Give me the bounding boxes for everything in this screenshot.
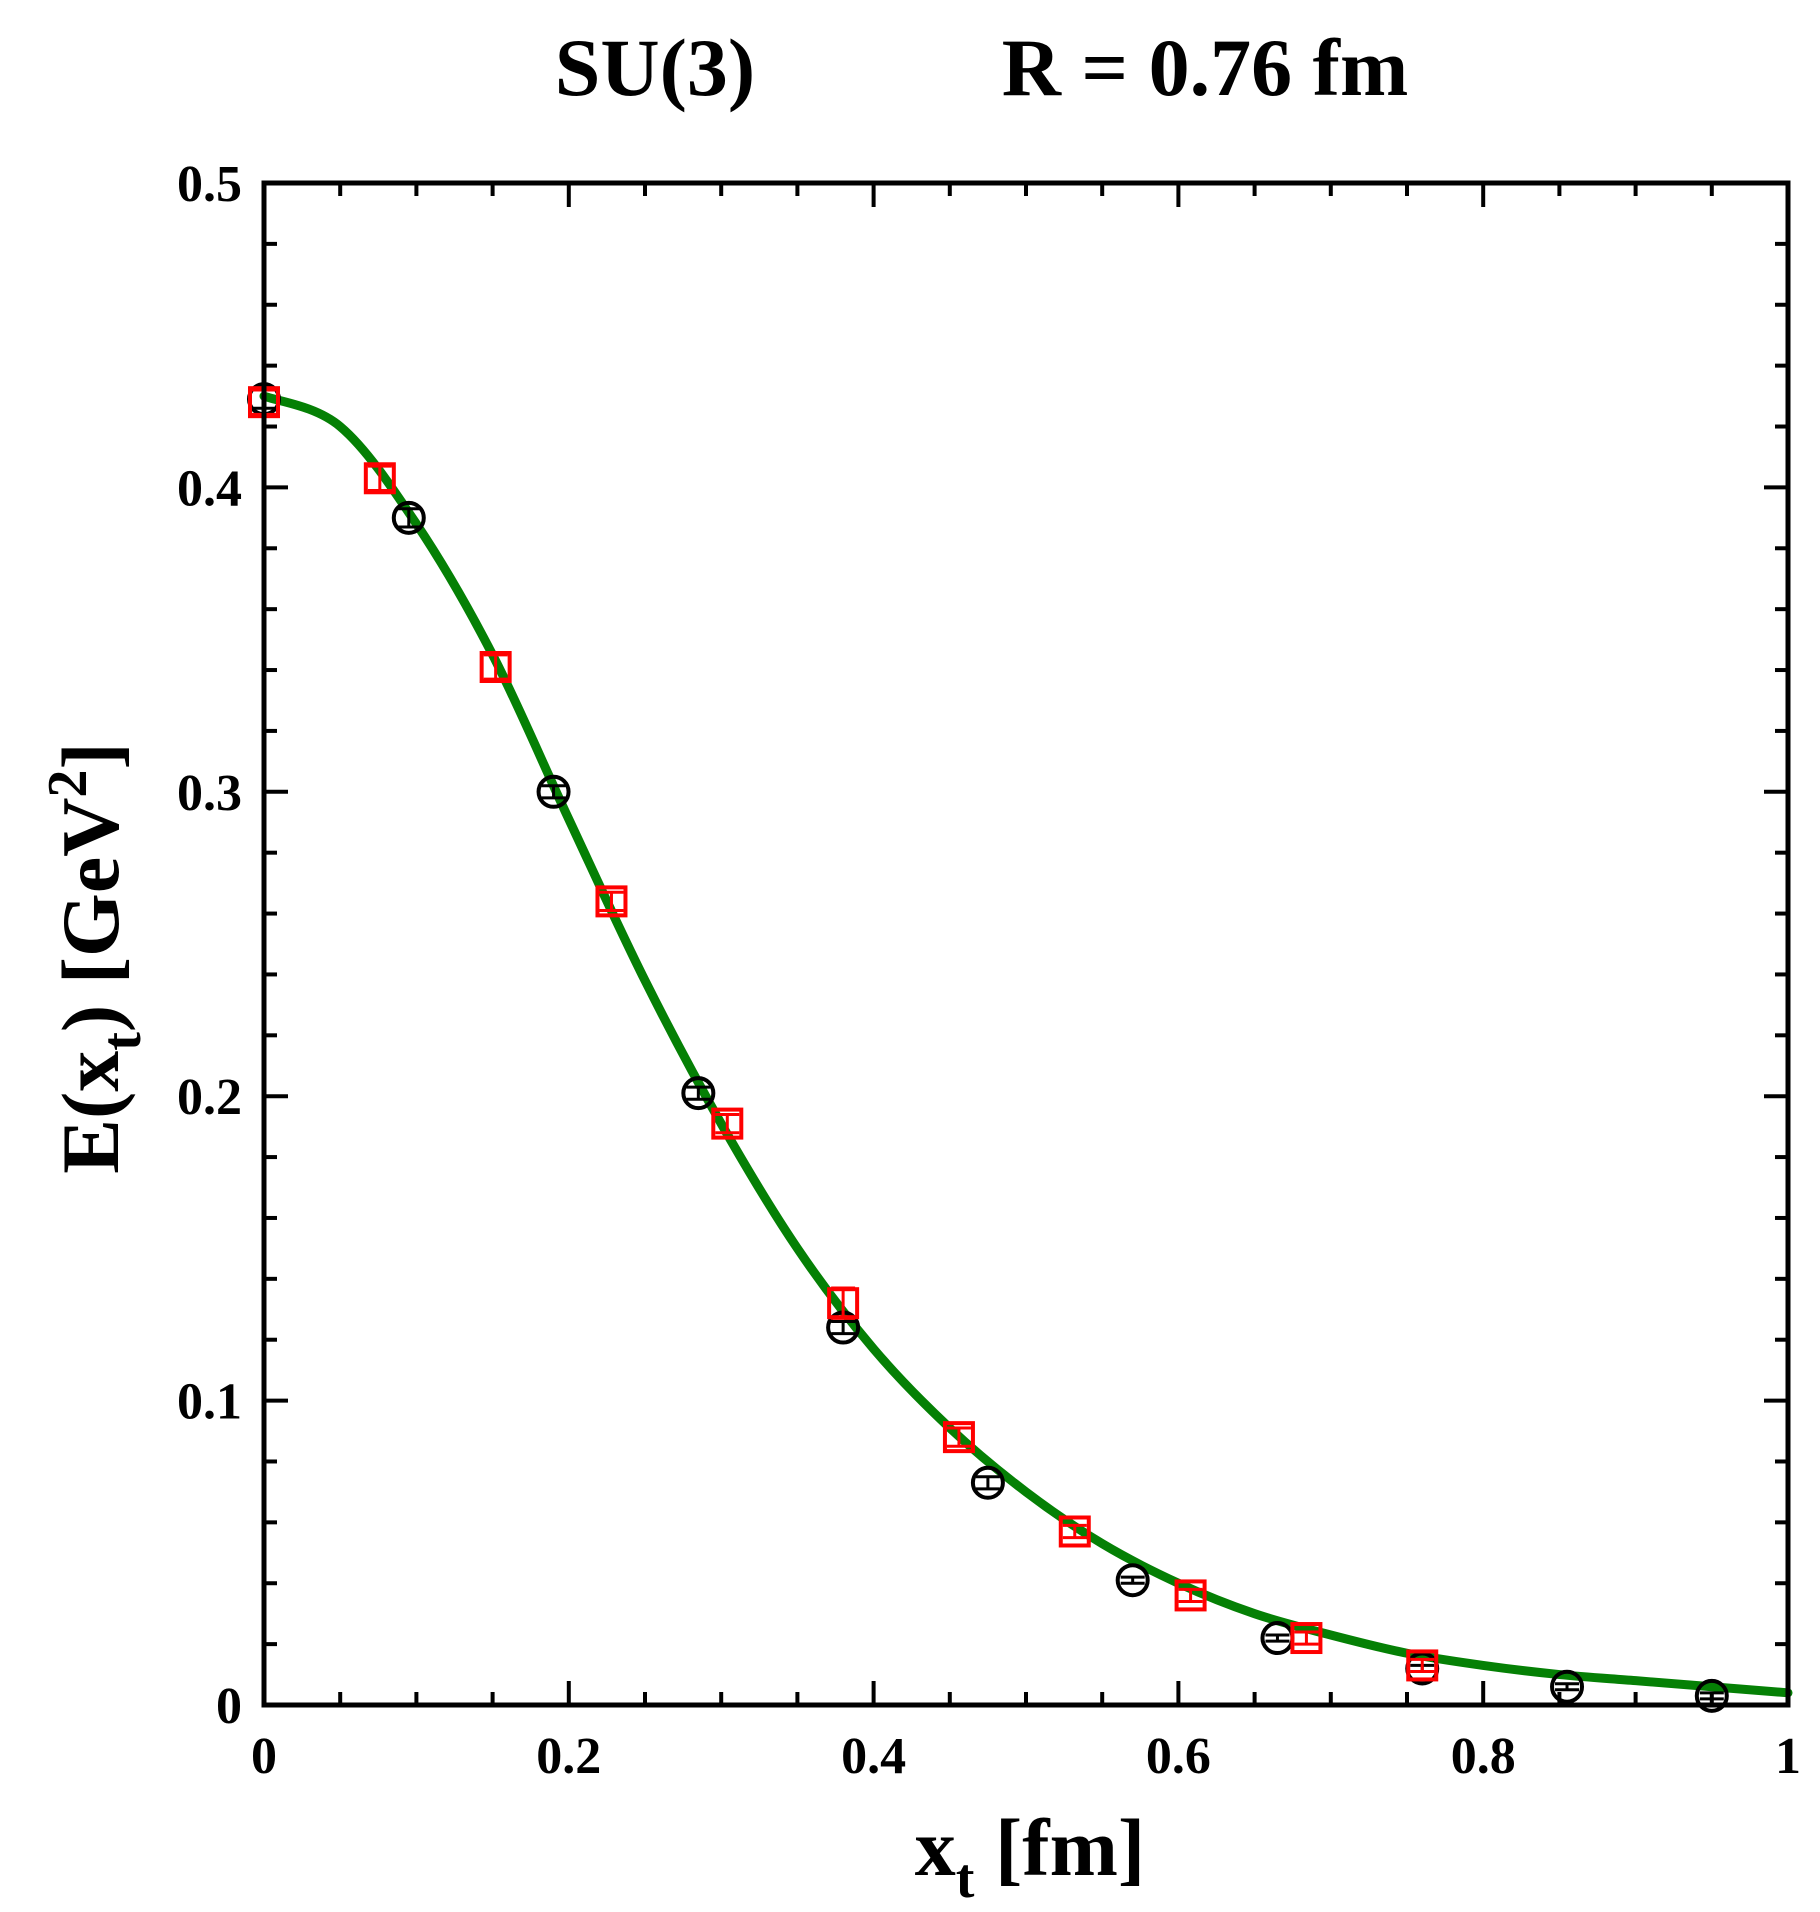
x-tick-label: 0.6 xyxy=(1146,1728,1211,1785)
data-point-square xyxy=(595,885,628,918)
series-circles xyxy=(247,382,1729,1713)
axis-ticks xyxy=(262,181,1790,1707)
y-tick-label: 0.1 xyxy=(177,1374,242,1431)
y-axis-label-pre: E(x xyxy=(45,1051,136,1174)
data-point-square xyxy=(827,1287,860,1320)
x-tick-label: 1 xyxy=(1775,1728,1801,1785)
data-point-square xyxy=(1174,1579,1207,1612)
y-axis-label-post: ] xyxy=(45,742,136,769)
x-tick-label: 0.4 xyxy=(841,1728,906,1785)
x-tick-label: 0 xyxy=(251,1728,277,1785)
x-axis-label: xt [fm] xyxy=(915,1802,1145,1910)
data-point-square xyxy=(363,462,396,495)
chart-title-left: SU(3) xyxy=(555,22,755,113)
y-tick-label: 0.3 xyxy=(177,765,242,822)
y-tick-label: 0.5 xyxy=(177,156,242,213)
y-axis-label-mid: ) [GeV xyxy=(45,798,136,1033)
x-axis-label-unit: [fm] xyxy=(974,1802,1145,1893)
chart-title-right: R = 0.76 fm xyxy=(1002,22,1409,113)
data-point-square xyxy=(1058,1515,1091,1548)
data-point-circle xyxy=(681,1076,716,1111)
data-point-square xyxy=(479,650,512,683)
x-tick-label: 0.8 xyxy=(1451,1728,1516,1785)
y-tick-label: 0.4 xyxy=(177,460,242,517)
plot-content xyxy=(247,382,1793,1713)
plot-frame xyxy=(261,180,1791,1708)
data-point-square xyxy=(711,1107,744,1140)
series-squares xyxy=(248,386,1439,1682)
axis-tick-labels: 0 0.2 0.4 0.6 0.8 1 0 0.1 0.2 0.3 0.4 0.5 xyxy=(177,156,1801,1785)
y-tick-label: 0 xyxy=(216,1678,242,1735)
data-point-circle xyxy=(391,500,426,535)
y-tick-label: 0.2 xyxy=(177,1069,242,1126)
data-point-circle xyxy=(536,774,571,809)
x-axis-label-sub: t xyxy=(956,1848,975,1910)
data-point-circle xyxy=(1694,1678,1729,1713)
x-tick-label: 0.2 xyxy=(536,1728,601,1785)
y-axis-label-sup: 2 xyxy=(37,770,99,798)
data-point-square xyxy=(942,1421,975,1454)
y-axis-label: E(xt) [GeV2] xyxy=(37,742,153,1173)
data-point-square xyxy=(1290,1622,1323,1655)
data-point-circle xyxy=(1115,1563,1150,1598)
y-axis-label-sub: t xyxy=(91,1032,153,1051)
data-point-circle xyxy=(970,1465,1005,1500)
x-axis-label-main: x xyxy=(915,1802,956,1893)
data-point-square xyxy=(1406,1649,1439,1682)
fit-curve xyxy=(259,391,1793,1698)
data-point-circle xyxy=(1550,1669,1585,1704)
